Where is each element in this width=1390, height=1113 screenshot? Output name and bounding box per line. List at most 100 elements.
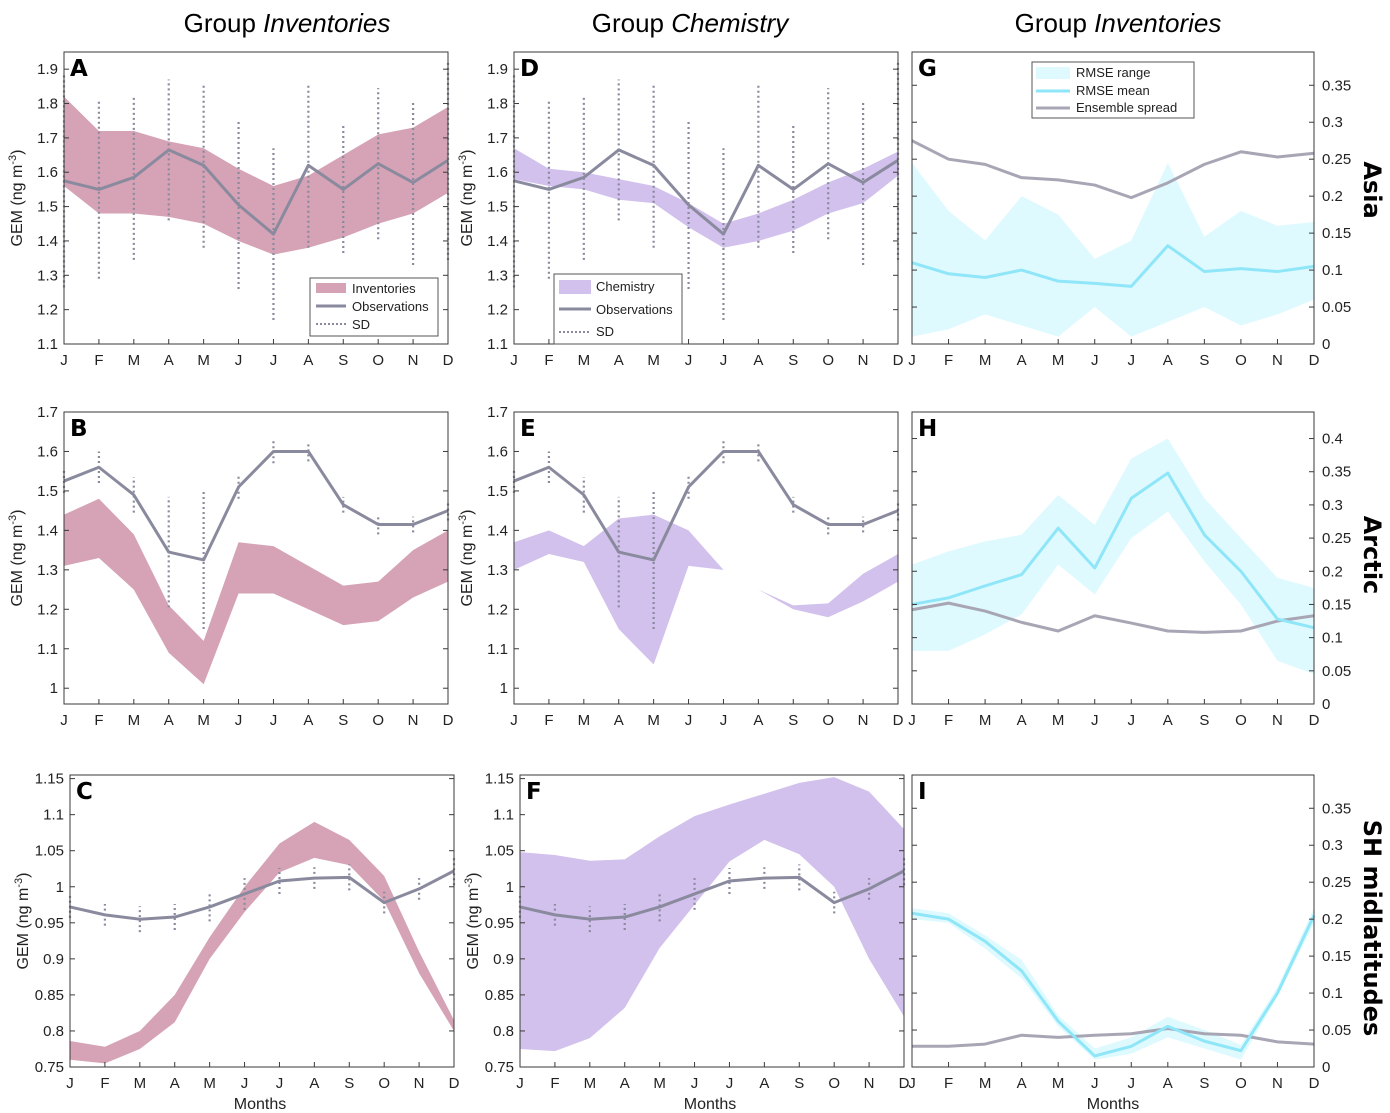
legend-label: Observations [596,302,673,317]
legend-label: RMSE range [1076,65,1150,80]
ensemble-spread-line-H [911,601,1315,634]
model-band-A [64,96,448,255]
y-tick-label: 1.5 [37,483,58,500]
y-tick-label: 0.25 [1322,151,1351,168]
x-tick-label: M [1052,712,1065,729]
y-tick-label: 1 [56,879,64,896]
x-tick-label: D [449,1075,460,1092]
y-tick-label: 1.1 [487,336,508,353]
x-tick-label: J [1091,712,1099,729]
x-tick-label: A [1163,352,1173,369]
y-tick-label: 1.4 [487,233,508,250]
observations-line-C [69,869,455,921]
panel-letter-H: H [918,416,937,442]
x-tick-label: M [128,352,141,369]
observations-line-F [519,869,905,921]
x-tick-label: J [1091,1075,1099,1092]
y-tick-label: 1.8 [37,96,58,113]
legend-label: Ensemble spread [1076,100,1177,115]
x-tick-label: J [66,1075,74,1092]
x-tick-label: J [60,352,68,369]
x-tick-label: O [1235,1075,1247,1092]
y-tick-label: 1.4 [37,233,58,250]
observations-line-A [63,148,449,236]
rmse-mean-line-G [911,244,1315,288]
x-tick-label: N [858,712,869,729]
legend-swatch-inventories [316,283,346,293]
x-tick-label: A [303,712,313,729]
panel-letter-C: C [76,779,93,805]
y-tick-label: 0 [1322,696,1330,713]
rmse-range-band-G [912,162,1314,337]
x-tick-label: F [100,1075,109,1092]
y-tick-label: 1.15 [485,771,514,788]
panel-letter-E: E [520,416,536,442]
y-tick-label: 1.3 [487,267,508,284]
x-tick-label: N [408,712,419,729]
y-tick-label: 1 [500,680,508,697]
x-tick-label: J [516,1075,524,1092]
panel-letter-G: G [918,56,937,82]
x-tick-label: F [550,1075,559,1092]
x-tick-label: M [134,1075,147,1092]
ensemble-spread-line-G [911,139,1315,200]
y-tick-label: 0.15 [1322,225,1351,242]
y-tick-label: 0.9 [43,951,64,968]
x-tick-label: S [788,352,798,369]
x-tick-label: M [979,1075,992,1092]
row-title-arctic: Arctic [1358,516,1386,595]
panel-C: 0.75 0.8 0.85 0.9 0.95 1 1.05 1.1 1.15 J F M A M J J A S O… [13,771,460,1092]
panel-letter-B: B [70,416,88,442]
y-tick-label: 1 [506,879,514,896]
y-tick-label: 0.9 [493,951,514,968]
y-tick-label: 0.2 [1322,563,1343,580]
y-tick-label: 0.8 [43,1023,64,1040]
x-tick-label: O [372,352,384,369]
axes-frame-F [519,774,905,1068]
y-tick-label: 1.3 [37,267,58,284]
x-tick-label: S [788,712,798,729]
panel-letter-A: A [70,56,88,82]
panel-G: 0 0.05 0.1 0.15 0.2 0.25 0.3 0.35 J F M A M J J A S O N D G R… [908,51,1351,369]
y-tick-label: 1.7 [487,130,508,147]
legend-label: SD [352,317,370,332]
x-tick-label: O [372,712,384,729]
x-tick-label: J [908,1075,916,1092]
x-tick-label: J [235,712,243,729]
column-title-3: Group Inventories [1015,8,1222,38]
x-tick-label: S [794,1075,804,1092]
y-tick-label: 1.5 [487,199,508,216]
x-tick-label: D [893,352,904,369]
x-tick-label: F [944,1075,953,1092]
rmse-range-band-H [912,438,1314,675]
x-tick-label: J [270,352,278,369]
y-tick-label: 0.4 [1322,431,1343,448]
y-tick-label: 0.1 [1322,262,1343,279]
x-tick-label: O [378,1075,390,1092]
y-tick-label: 0 [1322,1059,1330,1076]
x-tick-label: M [578,712,591,729]
x-tick-label: D [899,1075,910,1092]
y-tick-label: 0.25 [1322,530,1351,547]
y-tick-label: 0.3 [1322,497,1343,514]
y-tick-label: 1.7 [487,404,508,421]
x-tick-label: M [979,712,992,729]
x-tick-label: N [1272,352,1283,369]
legend-label: RMSE mean [1076,83,1150,98]
legend-swatch-chemistry [559,280,591,294]
row-title-sh-midlatitudes: SH midlatitudes [1358,820,1386,1037]
y-tick-label: 0.1 [1322,985,1343,1002]
y-tick-label: 1.1 [487,641,508,658]
x-tick-label: M [197,352,210,369]
x-tick-label: A [1017,712,1027,729]
y-tick-label: 0.05 [1322,1022,1351,1039]
x-tick-label: S [338,352,348,369]
legend-label: Inventories [352,281,416,296]
y-axis-label: GEM (ng m-3) [463,873,482,970]
axes-frame-H [911,411,1315,705]
axes-frame-E [513,411,899,705]
x-tick-label: M [979,352,992,369]
y-tick-label: 1.2 [487,302,508,319]
x-tick-label: A [303,352,313,369]
x-tick-label: M [653,1075,666,1092]
